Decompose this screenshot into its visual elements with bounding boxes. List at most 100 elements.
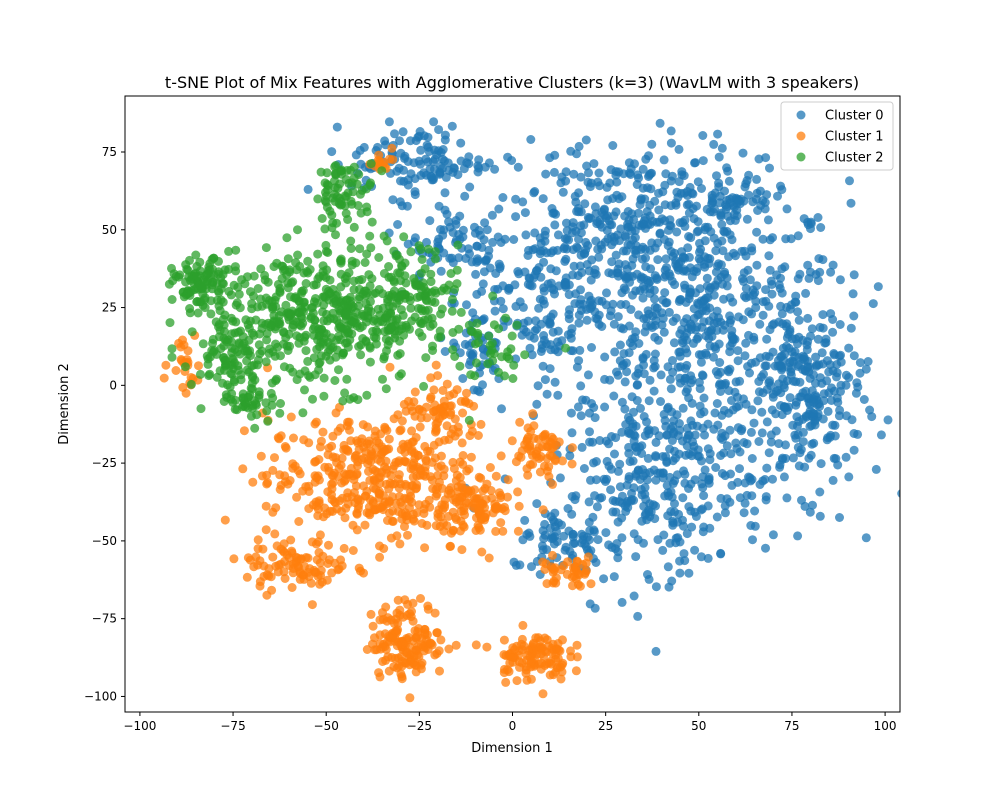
point xyxy=(605,220,615,230)
point xyxy=(436,406,446,416)
point xyxy=(337,493,347,503)
point xyxy=(406,464,416,474)
point xyxy=(807,324,817,334)
point xyxy=(662,481,672,490)
point xyxy=(530,187,540,196)
point xyxy=(577,442,587,452)
point xyxy=(181,260,191,270)
point xyxy=(364,467,373,476)
point xyxy=(567,443,577,453)
point xyxy=(871,464,881,474)
point xyxy=(313,511,323,521)
point xyxy=(429,117,439,127)
point xyxy=(253,284,263,293)
y-axis-label: Dimension 2 xyxy=(57,363,72,445)
point xyxy=(422,140,432,150)
point xyxy=(396,176,405,186)
point xyxy=(629,591,639,601)
point xyxy=(401,278,411,288)
point xyxy=(331,352,341,362)
point xyxy=(283,254,293,264)
point xyxy=(341,192,351,202)
point xyxy=(558,187,568,197)
point xyxy=(519,318,529,328)
point xyxy=(765,376,775,386)
point xyxy=(704,316,714,326)
point xyxy=(478,486,488,496)
point xyxy=(618,324,628,334)
point xyxy=(807,439,817,449)
point xyxy=(763,215,773,225)
point xyxy=(709,139,719,149)
point xyxy=(841,452,851,462)
point xyxy=(186,379,196,389)
point xyxy=(573,402,583,412)
point xyxy=(710,282,720,292)
point xyxy=(612,190,622,200)
point xyxy=(490,306,500,316)
point xyxy=(368,621,378,631)
y-tick-label: −75 xyxy=(92,612,117,626)
point xyxy=(761,492,771,502)
point xyxy=(270,453,279,463)
point xyxy=(679,171,689,181)
point xyxy=(228,364,238,373)
point xyxy=(473,328,483,338)
point xyxy=(258,544,268,554)
point xyxy=(667,576,677,586)
point xyxy=(597,493,607,503)
point xyxy=(560,256,570,266)
point xyxy=(167,344,177,354)
point xyxy=(712,399,722,408)
point xyxy=(398,127,408,137)
point xyxy=(626,170,636,179)
point xyxy=(334,331,344,341)
point xyxy=(344,417,354,427)
point xyxy=(353,395,363,405)
point xyxy=(330,376,340,385)
point xyxy=(718,279,727,289)
point xyxy=(868,299,878,309)
point xyxy=(669,427,679,437)
point xyxy=(358,334,368,343)
point xyxy=(649,465,659,475)
point xyxy=(475,387,485,397)
point xyxy=(670,248,679,258)
point xyxy=(294,517,304,526)
point xyxy=(701,293,711,303)
point xyxy=(590,491,600,501)
point xyxy=(803,260,813,270)
point xyxy=(585,437,595,447)
point xyxy=(472,289,482,299)
point xyxy=(203,354,213,364)
point xyxy=(159,373,169,383)
point xyxy=(400,522,409,532)
point xyxy=(750,288,760,298)
point xyxy=(757,428,767,438)
point xyxy=(645,211,655,221)
point xyxy=(515,417,525,427)
point xyxy=(457,545,467,555)
point xyxy=(710,342,720,352)
point xyxy=(236,326,245,336)
point xyxy=(685,290,694,300)
point xyxy=(692,334,702,344)
point xyxy=(491,471,501,481)
point xyxy=(584,497,594,507)
point xyxy=(536,347,546,356)
point xyxy=(652,303,662,313)
point xyxy=(668,367,678,377)
point xyxy=(263,416,273,426)
legend-marker xyxy=(796,131,806,141)
point xyxy=(399,232,409,242)
point xyxy=(624,348,634,358)
point xyxy=(389,277,399,287)
point xyxy=(495,262,505,272)
point xyxy=(352,525,362,535)
point xyxy=(380,136,390,146)
point xyxy=(384,666,394,676)
point xyxy=(267,585,277,595)
point xyxy=(682,360,692,370)
point xyxy=(771,426,781,436)
point xyxy=(538,526,548,536)
